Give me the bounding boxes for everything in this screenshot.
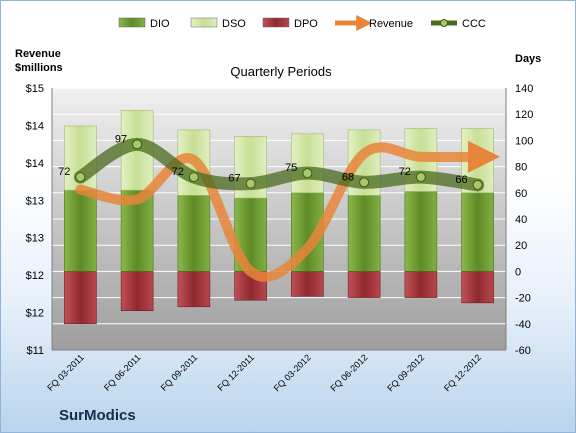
lines-layer: 72 97 72 67 75 68 72 66 bbox=[58, 133, 501, 282]
ccc-point bbox=[359, 177, 370, 188]
ccc-point bbox=[75, 172, 86, 183]
legend-label: DPO bbox=[294, 18, 318, 30]
ccc-point bbox=[132, 139, 143, 150]
dio-bar bbox=[404, 191, 438, 272]
dpo-bar bbox=[404, 271, 438, 298]
ccc-value-label: 72 bbox=[58, 166, 70, 178]
legend-swatch bbox=[262, 17, 290, 28]
dpo-bar bbox=[120, 271, 154, 311]
ccc-point bbox=[245, 178, 256, 189]
ccc-point bbox=[415, 172, 426, 183]
dpo-bar bbox=[347, 271, 381, 298]
ccc-value-label: 72 bbox=[172, 166, 184, 178]
ccc-value-label: 97 bbox=[115, 133, 127, 145]
left-axis-title-line2: $millions bbox=[15, 62, 63, 74]
category-label: FQ 03-2012 bbox=[272, 352, 313, 393]
right-tick-label: -20 bbox=[515, 293, 531, 305]
left-tick-label: $14 bbox=[26, 158, 44, 170]
right-tick-label: 100 bbox=[515, 135, 533, 147]
dio-bar bbox=[461, 192, 494, 272]
ccc-point bbox=[472, 179, 483, 190]
right-tick-label: 140 bbox=[515, 83, 533, 95]
legend-item-revenue: Revenue bbox=[335, 14, 413, 32]
right-tick-label: 120 bbox=[515, 109, 533, 121]
right-tick-label: -40 bbox=[515, 319, 531, 331]
dpo-bar bbox=[64, 271, 97, 325]
category-label: FQ 12-2012 bbox=[442, 352, 483, 393]
legend-item-dso: DSO bbox=[190, 17, 246, 30]
ccc-value-label: 66 bbox=[455, 174, 467, 186]
right-tick-label: 40 bbox=[515, 214, 527, 226]
dio-bar bbox=[64, 189, 97, 272]
legend-marker bbox=[440, 19, 448, 27]
left-tick-label: $12 bbox=[26, 270, 44, 282]
legend-item-dio: DIO bbox=[118, 17, 170, 30]
left-tick-label: $12 bbox=[26, 308, 44, 320]
category-label: FQ 09-2012 bbox=[385, 352, 426, 393]
legend-label: DSO bbox=[222, 18, 246, 30]
category-label: FQ 03-2011 bbox=[45, 352, 86, 393]
legend-label: DIO bbox=[150, 18, 170, 30]
right-tick-label: -60 bbox=[515, 345, 531, 357]
dpo-bar bbox=[291, 271, 324, 297]
category-label: FQ 06-2011 bbox=[102, 352, 143, 393]
legend-label: Revenue bbox=[369, 18, 413, 30]
right-tick-label: 80 bbox=[515, 162, 527, 174]
left-tick-label: $13 bbox=[26, 233, 44, 245]
legend-swatch bbox=[190, 17, 218, 28]
ccc-point bbox=[188, 172, 199, 183]
left-tick-label: $14 bbox=[26, 120, 44, 132]
right-tick-label: 60 bbox=[515, 188, 527, 200]
ccc-point bbox=[302, 168, 313, 179]
revenue-line bbox=[75, 140, 501, 282]
right-tick-label: 20 bbox=[515, 240, 527, 252]
legend-item-ccc: CCC bbox=[431, 18, 486, 30]
left-axis-title-line1: Revenue bbox=[15, 48, 61, 60]
left-tick-label: $11 bbox=[26, 345, 44, 357]
legend-label: CCC bbox=[462, 18, 486, 30]
dio-bar bbox=[177, 195, 211, 272]
dio-bar bbox=[347, 195, 381, 272]
ccc-value-label: 68 bbox=[342, 171, 354, 183]
legend: DIO DSO DPO Revenue CCC bbox=[118, 14, 486, 32]
left-tick-label: $15 bbox=[26, 83, 44, 95]
category-label: FQ 12-2011 bbox=[215, 352, 256, 393]
brand-label: SurModics bbox=[59, 407, 136, 424]
ccc-value-label: 75 bbox=[285, 162, 297, 174]
right-axis-title: Days bbox=[515, 53, 541, 65]
category-label: FQ 09-2011 bbox=[159, 352, 200, 393]
legend-item-dpo: DPO bbox=[262, 17, 318, 30]
left-tick-label: $13 bbox=[26, 195, 44, 207]
legend-swatch bbox=[118, 17, 146, 28]
dpo-bar bbox=[177, 271, 211, 308]
dso-bar bbox=[291, 133, 324, 194]
ccc-value-label: 67 bbox=[228, 173, 240, 185]
category-label: FQ 06-2012 bbox=[329, 352, 370, 393]
dpo-bar bbox=[461, 271, 494, 304]
ccc-value-label: 72 bbox=[399, 166, 411, 178]
right-tick-label: 0 bbox=[515, 266, 521, 278]
chart-title: Quarterly Periods bbox=[230, 64, 332, 79]
